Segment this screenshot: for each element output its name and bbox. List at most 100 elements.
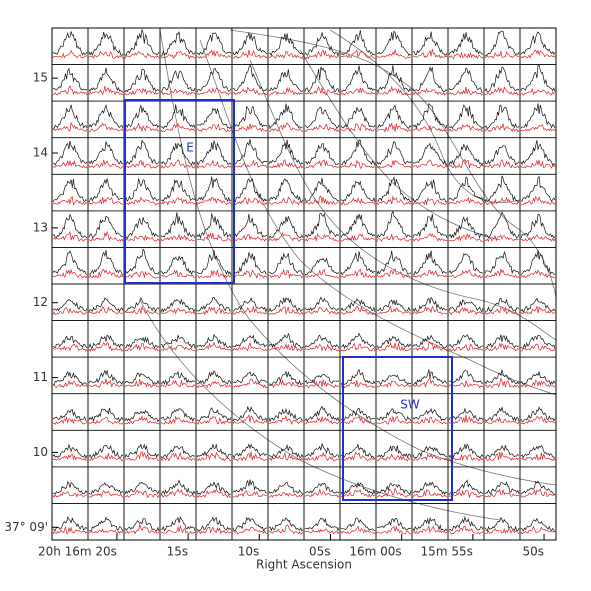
spectrum-red (268, 50, 304, 60)
spectrum-red (88, 306, 124, 315)
cell-frame (87, 320, 125, 358)
cell-frame (231, 283, 269, 321)
spectrum-black (124, 248, 160, 275)
region-box (342, 356, 453, 501)
spectrum-red (268, 451, 304, 462)
cell-frame (483, 137, 521, 175)
spectrum-red (232, 233, 268, 242)
spectrum-red (268, 268, 304, 279)
cell-frame (519, 64, 557, 102)
cell-frame (339, 393, 377, 431)
cell-frame (375, 356, 413, 395)
cell-frame (159, 503, 197, 541)
region-label: E (186, 141, 194, 155)
spectrum-red (196, 87, 232, 96)
spectrum-black (340, 298, 376, 312)
spectrum-red (268, 231, 304, 242)
spectrum-red (53, 379, 88, 388)
x-tick-label: 16m 00s (349, 545, 401, 559)
spectrum-red (521, 195, 556, 206)
spectrum-red (484, 342, 520, 352)
cell-frame (339, 210, 377, 248)
spectrum-black (232, 252, 268, 275)
cell-frame (447, 356, 485, 395)
cell-frame (195, 100, 233, 139)
spectrum-black (52, 213, 88, 239)
cell-frame (339, 173, 377, 212)
spectrum-red (376, 486, 412, 498)
spectrum-red (412, 159, 448, 169)
cell-frame (267, 356, 305, 395)
cell-frame (51, 356, 89, 395)
cell-frame (267, 393, 305, 431)
cell-frame (339, 100, 377, 139)
spectrum-black (232, 334, 268, 348)
contours (139, 29, 557, 521)
cell-frame (195, 210, 233, 248)
spectrum-red (52, 526, 88, 535)
spectrum-red (232, 159, 268, 169)
spectrum-black (412, 66, 448, 92)
spectrum-black (160, 212, 196, 238)
spectrum-black (304, 442, 340, 458)
spectrum-black (412, 179, 448, 203)
spectrum-red (304, 49, 340, 60)
spectrum-black (448, 443, 484, 459)
spectrum-red (268, 343, 304, 352)
spectrum-red (412, 305, 447, 315)
spectrum-red (52, 415, 88, 425)
x-tick-label: 15s (167, 545, 189, 559)
spectrum-red (196, 416, 232, 425)
cell-frame (483, 64, 521, 102)
spectrum-black (88, 141, 124, 165)
spectrum-black (448, 32, 484, 55)
spectrum-black (124, 518, 160, 532)
spectrum-black (88, 31, 124, 56)
spectrum-black (52, 178, 88, 203)
cell-frame (375, 283, 413, 321)
spectrum-black (52, 299, 88, 312)
spectrum-black (448, 104, 484, 130)
cell-frame (483, 320, 521, 358)
spectrum-black (268, 407, 304, 423)
spectrum-red (484, 51, 520, 59)
spectrum-red (484, 86, 520, 96)
cell-frame (375, 247, 413, 285)
spectrum-black (268, 103, 304, 130)
cell-frame (159, 356, 197, 395)
spectrum-red (268, 196, 304, 206)
cell-frame (159, 247, 197, 285)
spectrum-black (196, 516, 232, 531)
cell-frame (231, 356, 269, 395)
spectrum-red (196, 196, 232, 206)
spectrum-black (232, 297, 268, 313)
spectrum-black (484, 516, 520, 532)
spectrum-black (448, 67, 484, 93)
spectrum-red (520, 452, 556, 462)
spectrum-black (196, 481, 232, 496)
cell-frame (411, 210, 449, 248)
cell-frame (483, 247, 521, 285)
spectrum-red (124, 159, 160, 169)
y-tick-label: 10 (33, 445, 48, 459)
spectrum-red (484, 306, 520, 315)
spectrum-red (376, 268, 412, 279)
spectrum-red (376, 85, 412, 96)
spectrum-red (340, 379, 376, 389)
spectrum-black (412, 214, 448, 238)
spectrum-red (232, 196, 268, 206)
spectrum-red (376, 525, 412, 535)
spectrum-red (484, 268, 520, 278)
spectrum-red (124, 415, 160, 425)
spectrum-black (196, 407, 232, 422)
spectrum-red (160, 524, 196, 534)
cell-frame (447, 100, 485, 139)
spectrum-red (412, 270, 448, 279)
cell-frame (87, 283, 125, 321)
spectrum-red (448, 525, 484, 535)
spectrum-black (448, 176, 484, 202)
cell-frame (159, 27, 197, 65)
spectrum-black (376, 445, 412, 459)
cell-frame (123, 100, 161, 139)
cell-frame (303, 393, 341, 431)
